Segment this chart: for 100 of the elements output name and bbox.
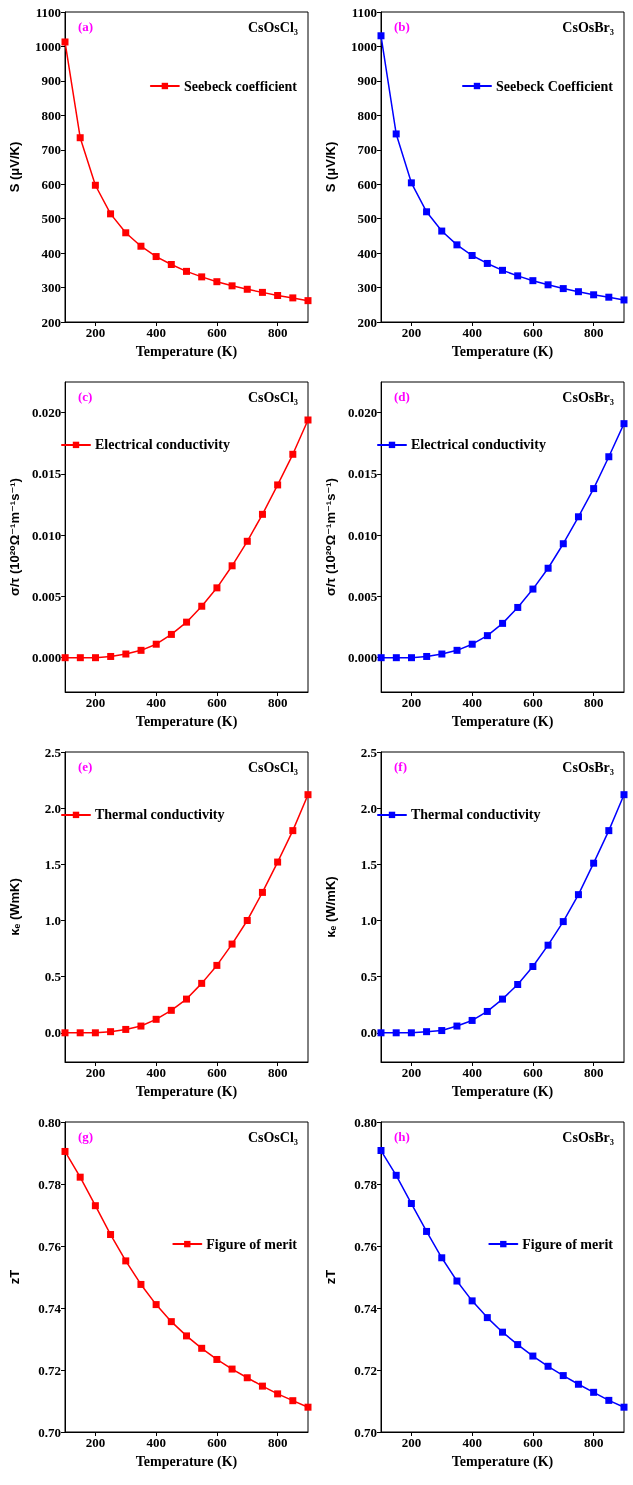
x-tick-label: 200 (401, 325, 422, 340)
y-tick-label: 2.5 (44, 744, 62, 760)
point (183, 995, 190, 1003)
point (213, 278, 221, 286)
point (483, 632, 491, 640)
annotation: CsOsCl₃ (247, 1129, 298, 1145)
x-tick-label: 400 (462, 695, 482, 710)
point (198, 273, 206, 281)
point (392, 130, 400, 138)
annotation: (a) (78, 19, 94, 34)
point (76, 134, 84, 142)
legend-label: Thermal conductivity (411, 807, 541, 823)
point (620, 791, 628, 799)
x-tick-label: 600 (207, 695, 227, 710)
y-tick-label: 0.70 (354, 1424, 377, 1440)
point (167, 260, 175, 268)
point (228, 940, 236, 948)
point (423, 1227, 431, 1235)
point (468, 1297, 476, 1305)
point (377, 1147, 385, 1155)
y-tick-label: 0.015 (31, 466, 62, 482)
legend-label: Figure of merit (522, 1236, 614, 1252)
annotation: CsOsCl₃ (247, 759, 298, 775)
x-tick-label: 800 (583, 1065, 604, 1080)
y-tick-label: 0.0 (44, 1025, 61, 1041)
x-tick-label: 600 (523, 325, 543, 340)
y-tick-label: 800 (41, 107, 61, 123)
x-tick-label: 400 (146, 1065, 166, 1080)
point (213, 1355, 221, 1363)
y-tick-label: 0.76 (354, 1238, 378, 1254)
point (574, 288, 582, 296)
point (107, 1231, 115, 1239)
point (377, 654, 385, 662)
point (392, 1029, 400, 1037)
y-tick-label: 700 (41, 142, 61, 158)
point (453, 1277, 461, 1285)
x-axis-title: Temperature (K) (451, 1083, 554, 1100)
x-tick-label: 800 (583, 1435, 604, 1450)
point (544, 1362, 552, 1370)
point (514, 1341, 522, 1349)
point (483, 1007, 491, 1015)
y-tick-label: 0.70 (38, 1424, 61, 1440)
y-axis-title: κₑ (WmK) (7, 878, 22, 936)
x-tick-label: 800 (267, 695, 288, 710)
point (590, 291, 598, 299)
point (605, 1396, 613, 1404)
annotation: (b) (394, 19, 410, 34)
point (453, 1022, 461, 1030)
point (514, 272, 522, 280)
point (605, 293, 613, 301)
x-tick-label: 800 (583, 695, 604, 710)
y-tick-label: 2.0 (44, 800, 61, 816)
point (228, 562, 236, 570)
y-tick-label: 1.5 (360, 856, 378, 872)
x-tick-label: 800 (267, 1435, 288, 1450)
y-axis-title: S (μV/K) (7, 141, 22, 193)
annotation: CsOsCl₃ (247, 19, 298, 35)
point (274, 1390, 282, 1398)
x-tick-label: 800 (267, 325, 288, 340)
x-tick-label: 400 (146, 695, 166, 710)
point (377, 32, 385, 40)
x-axis-title: Temperature (K) (135, 1453, 238, 1470)
x-tick-label: 600 (207, 1065, 227, 1080)
point (438, 650, 446, 658)
y-tick-label: 0.000 (31, 650, 62, 666)
legend-label: Seebeck coefficient (183, 78, 298, 94)
point (274, 481, 282, 489)
x-tick-label: 400 (462, 1065, 482, 1080)
legend-label: Thermal conductivity (95, 807, 225, 823)
annotation: (h) (394, 1129, 410, 1144)
annotation: CsOsBr₃ (562, 19, 615, 35)
point (620, 296, 628, 304)
point (574, 891, 582, 899)
point (483, 259, 491, 267)
annotation: CsOsBr₃ (562, 759, 615, 775)
y-tick-label: 0.0 (360, 1025, 377, 1041)
y-tick-label: 900 (41, 73, 61, 89)
x-tick-label: 200 (401, 695, 422, 710)
x-tick-label: 400 (462, 325, 482, 340)
point (377, 1029, 385, 1037)
point (499, 619, 507, 627)
x-tick-label: 600 (207, 325, 227, 340)
point (183, 267, 190, 275)
legend-label: Electrical conductivity (95, 437, 230, 453)
point (258, 510, 266, 518)
y-tick-label: 800 (357, 107, 377, 123)
y-tick-label: 500 (357, 211, 377, 227)
y-tick-label: 0.005 (347, 588, 378, 604)
point (483, 1314, 491, 1322)
y-tick-label: 1100 (35, 4, 61, 20)
point (438, 1254, 446, 1262)
point (605, 453, 613, 461)
point (559, 540, 567, 548)
point (76, 654, 84, 662)
point (499, 266, 506, 274)
point (258, 1382, 266, 1390)
point (213, 584, 221, 592)
x-tick-label: 400 (462, 1435, 482, 1450)
y-tick-label: 2.5 (360, 744, 378, 760)
point (559, 285, 567, 293)
